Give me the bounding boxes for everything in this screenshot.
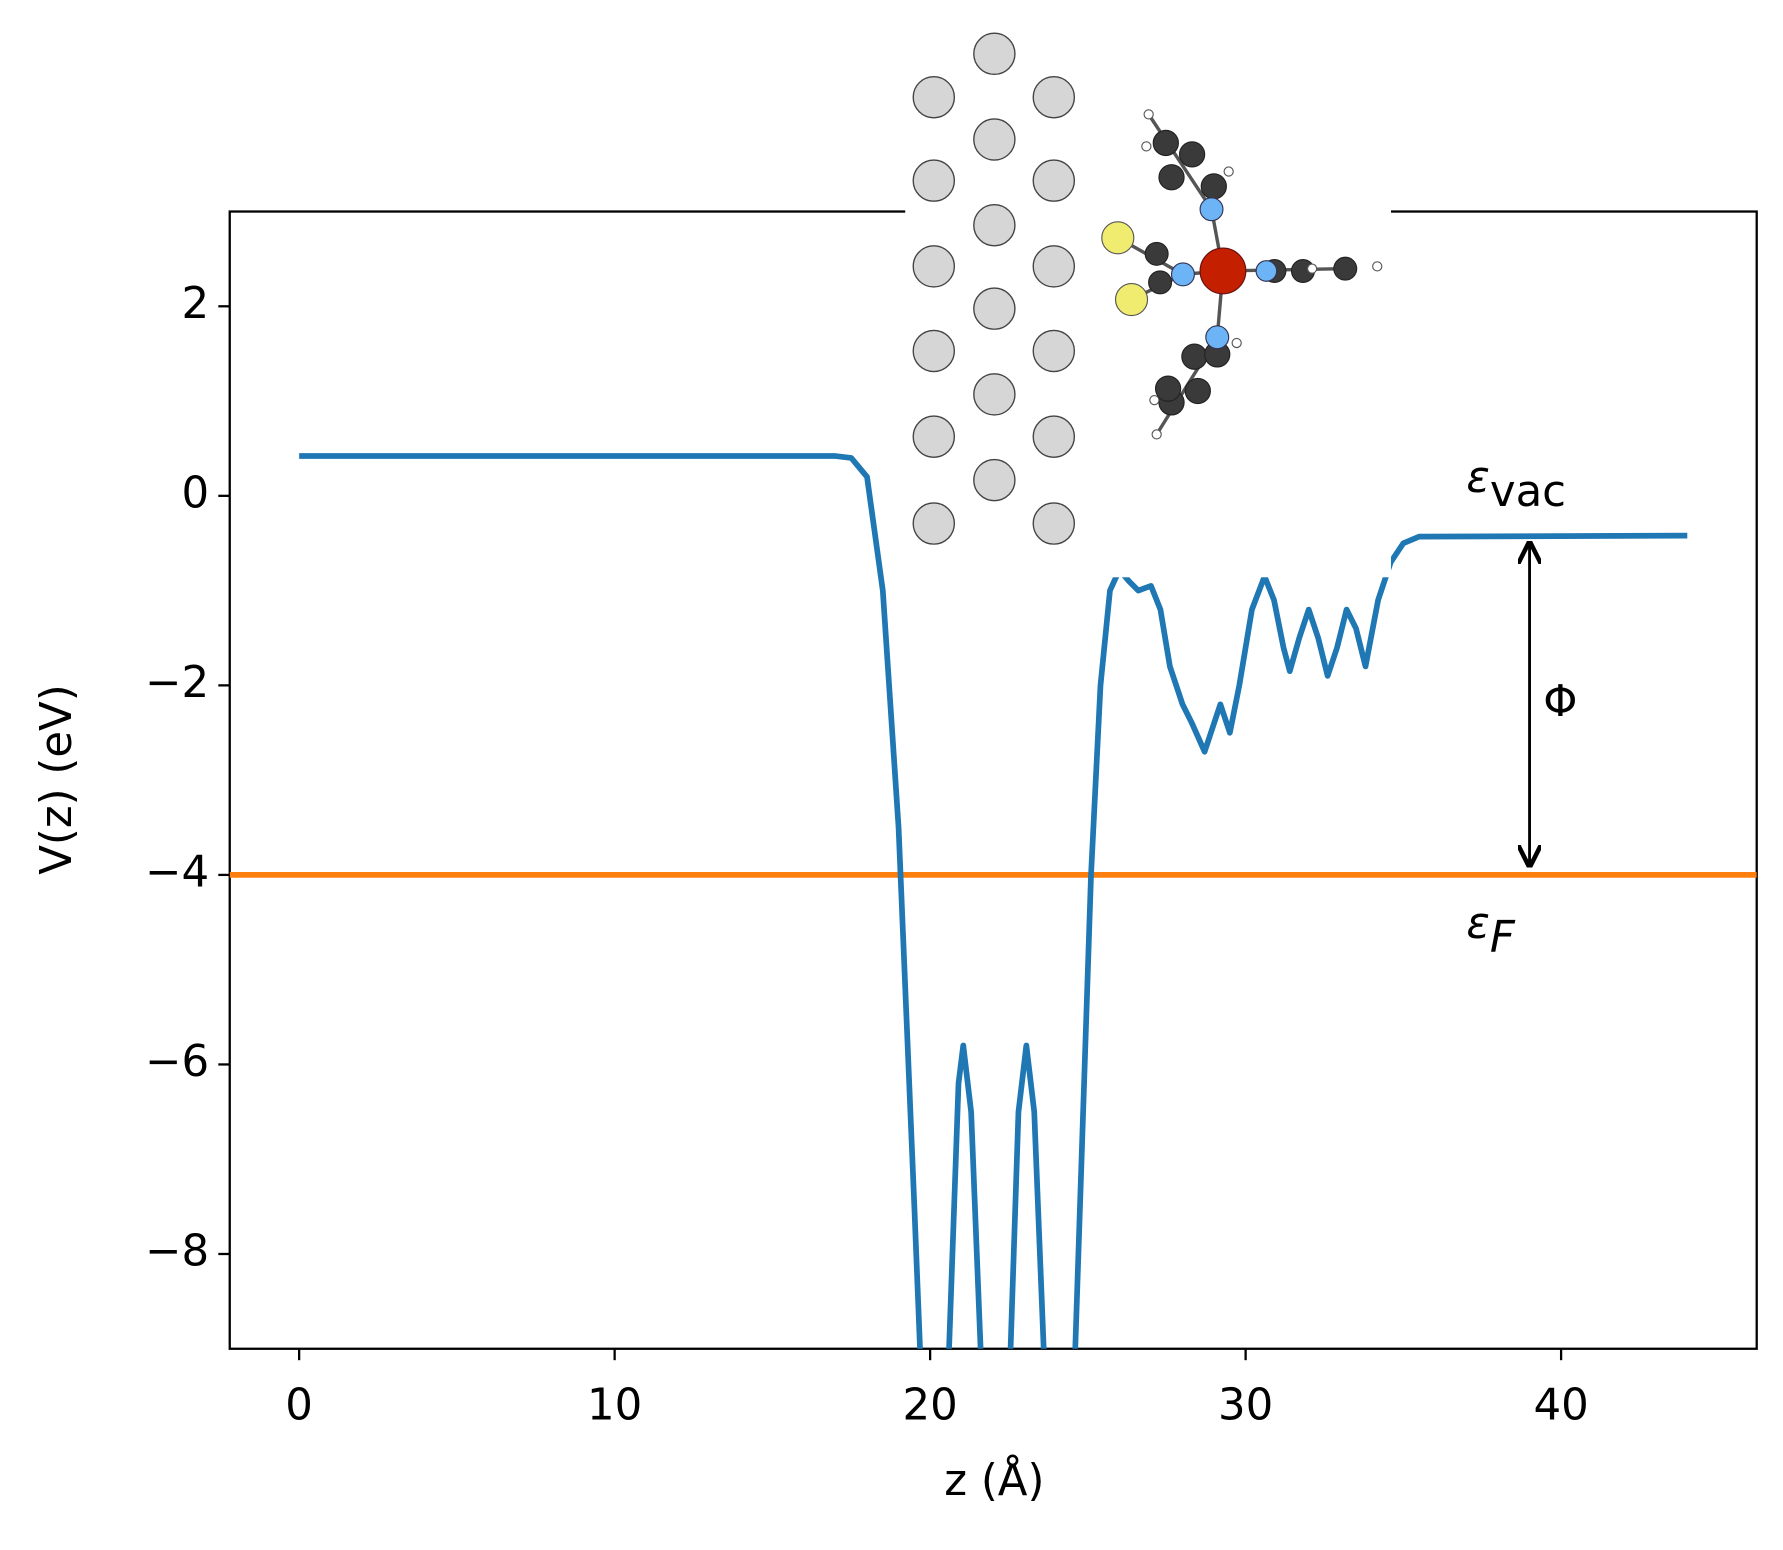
x-tick-label: 40: [1533, 1381, 1588, 1431]
level-label: εF: [1466, 898, 1515, 962]
y-tick-label: −2: [145, 658, 209, 708]
y-axis-label: V(z) (eV): [32, 684, 82, 874]
plot-area: [229, 453, 1757, 1349]
y-tick-label: −4: [145, 847, 209, 897]
arrow-label: Φ: [1543, 677, 1577, 727]
x-tick-label: 20: [902, 1381, 957, 1431]
y-tick-label: −8: [145, 1226, 209, 1276]
symbol: ε: [1466, 898, 1489, 948]
x-tick-label: 10: [587, 1381, 642, 1431]
data-line: [299, 453, 1688, 1349]
y-tick-label: 2: [182, 279, 210, 329]
level-label: εvac: [1466, 453, 1566, 517]
x-tick-label: 30: [1218, 1381, 1273, 1431]
subscript: F: [1490, 912, 1516, 962]
y-tick-label: 0: [182, 468, 210, 518]
molecule-inset: [905, 28, 1391, 578]
x-axis-label: z (Å): [944, 1455, 1044, 1506]
x-tick-label: 0: [285, 1381, 313, 1431]
subscript: vac: [1490, 466, 1566, 516]
y-tick-label: −6: [145, 1037, 209, 1087]
symbol: ε: [1466, 453, 1489, 503]
